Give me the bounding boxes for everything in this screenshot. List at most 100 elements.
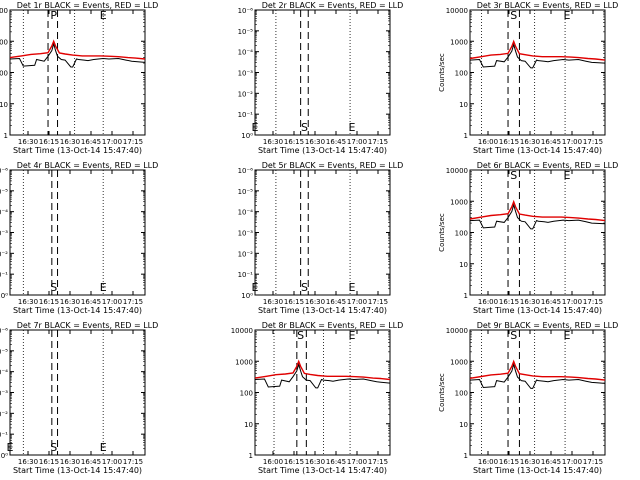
y-tick-label: 1 xyxy=(464,132,468,140)
x-tick-label: 16:30 xyxy=(520,298,540,306)
y-tick-label: 10⁻⁵ xyxy=(0,188,8,196)
x-tick-label: 16:00 xyxy=(478,458,498,466)
marker-label: E xyxy=(348,121,355,134)
x-tick-label: 16:15 xyxy=(39,138,59,146)
marker-label: S xyxy=(297,329,304,342)
y-tick-label: 100 xyxy=(240,390,253,398)
y-tick-label: 10⁰ xyxy=(0,292,8,300)
x-axis-label: Start Time (13-Oct-14 15:47:40) xyxy=(473,466,602,475)
marker-label: E xyxy=(100,281,107,294)
x-tick-label: 17:15 xyxy=(368,458,388,466)
x-tick-label: 16:30 xyxy=(305,138,325,146)
y-tick-label: 10⁻² xyxy=(0,250,8,258)
y-tick-label: 1000 xyxy=(450,358,468,366)
y-tick-label: 10⁰ xyxy=(241,292,253,300)
x-tick-label: 16:45 xyxy=(541,458,561,466)
x-tick-label: 17:00 xyxy=(102,298,122,306)
y-tick-label: 10000 xyxy=(446,327,468,335)
y-tick-label: 1 xyxy=(464,292,468,300)
x-tick-label: 16:15 xyxy=(499,138,519,146)
x-tick-label: 16:30 xyxy=(520,458,540,466)
panel-5: Det 5r BLACK = Events, RED = LLD 10⁰ 10⁻¹ 1… xyxy=(238,161,404,315)
y-tick-label: 10⁻⁴ xyxy=(238,209,254,217)
series-line-events xyxy=(254,362,391,389)
y-tick-label: 100 xyxy=(455,230,468,238)
y-tick-label: 100 xyxy=(0,70,8,78)
y-tick-label: 10⁻³ xyxy=(0,390,8,398)
x-tick-label: 17:15 xyxy=(583,458,603,466)
y-tick-label: 10⁰ xyxy=(0,452,8,460)
x-tick-label: 16:45 xyxy=(326,458,346,466)
y-tick-label: 10⁻³ xyxy=(238,70,254,78)
panel-3: Det 3r BLACK = Events, RED = LLD 1 10 100 10… xyxy=(438,1,618,155)
x-tick-label: 16:45 xyxy=(326,298,346,306)
series-line-lld xyxy=(9,39,146,60)
marker-label: E xyxy=(348,281,355,294)
x-axis-label: Start Time (13-Oct-14 15:47:40) xyxy=(258,466,387,475)
x-axis-label: Start Time (13-Oct-14 15:47:40) xyxy=(13,466,142,475)
x-tick-label: 16:15 xyxy=(284,298,304,306)
panel-title: Det 1r BLACK = Events, RED = LLD xyxy=(17,1,159,10)
panel-title: Det 6r BLACK = Events, RED = LLD xyxy=(477,161,619,170)
x-tick-label: 16:45 xyxy=(326,138,346,146)
marker-label: E xyxy=(100,9,107,22)
x-tick-label: 17:15 xyxy=(123,458,143,466)
x-tick-label: 16:45 xyxy=(541,298,561,306)
x-tick-label: 16:30 xyxy=(263,298,283,306)
y-tick-label: 10⁻⁴ xyxy=(238,49,254,57)
x-tick-label: 16:30 xyxy=(18,458,38,466)
marker-label: S xyxy=(301,121,308,134)
x-tick-label: 16:15 xyxy=(284,138,304,146)
x-tick-label: 16:15 xyxy=(499,298,519,306)
y-tick-label: 1 xyxy=(4,132,8,140)
y-tick-label: 10⁻⁵ xyxy=(0,348,8,356)
panel-title: Det 3r BLACK = Events, RED = LLD xyxy=(477,1,619,10)
x-tick-label: 17:00 xyxy=(102,458,122,466)
x-axis-label: Start Time (13-Oct-14 15:47:40) xyxy=(258,146,387,155)
x-tick-label: 16:30 xyxy=(60,458,80,466)
x-tick-label: 17:15 xyxy=(123,138,143,146)
y-tick-label: 10000 xyxy=(446,167,468,175)
x-tick-label: 17:15 xyxy=(583,298,603,306)
marker-label: P xyxy=(50,9,57,22)
x-tick-label: 16:30 xyxy=(18,298,38,306)
x-tick-label: 17:15 xyxy=(583,138,603,146)
x-axis-label: Start Time (13-Oct-14 15:47:40) xyxy=(258,306,387,315)
panel-6: Det 6r BLACK = Events, RED = LLD 1 10 100 10… xyxy=(438,161,618,315)
panel-title: Det 8r BLACK = Events, RED = LLD xyxy=(262,321,404,330)
marker-label: E xyxy=(252,281,259,294)
y-tick-label: 1 xyxy=(249,452,253,460)
x-tick-label: 16:30 xyxy=(520,138,540,146)
x-axis-label: Start Time (13-Oct-14 15:47:40) xyxy=(13,306,142,315)
panel-7: Det 7r BLACK = Events, RED = LLD 10⁰ 10⁻¹ 1… xyxy=(0,321,158,475)
panel-4: Det 4r BLACK = Events, RED = LLD 10⁰ 10⁻¹ 1… xyxy=(0,161,158,315)
y-tick-label: 100 xyxy=(455,70,468,78)
x-tick-label: 16:15 xyxy=(284,458,304,466)
y-tick-label: 10⁻² xyxy=(0,410,8,418)
x-tick-label: 17:15 xyxy=(368,138,388,146)
y-tick-label: 10⁻⁶ xyxy=(238,7,254,15)
x-tick-label: 17:00 xyxy=(562,458,582,466)
x-tick-label: 17:00 xyxy=(347,138,367,146)
series-line-events xyxy=(469,42,606,69)
series-line-events xyxy=(9,42,146,68)
marker-label: E xyxy=(563,169,570,182)
marker-label: E xyxy=(100,441,107,454)
x-tick-label: 16:45 xyxy=(541,138,561,146)
y-tick-label: 10⁻⁴ xyxy=(0,209,8,217)
y-tick-label: 10000 xyxy=(446,7,468,15)
marker-label: S xyxy=(510,329,517,342)
x-tick-label: 17:00 xyxy=(347,298,367,306)
x-axis-label: Start Time (13-Oct-14 15:47:40) xyxy=(473,146,602,155)
y-tick-label: 1000 xyxy=(450,198,468,206)
marker-label: S xyxy=(510,169,517,182)
series-line-lld xyxy=(254,359,391,381)
marker-label: S xyxy=(50,281,57,294)
y-tick-label: 10 xyxy=(459,421,468,429)
marker-label: E xyxy=(252,121,259,134)
x-tick-label: 16:30 xyxy=(263,138,283,146)
y-tick-label: 10⁻² xyxy=(238,250,254,258)
y-tick-label: 10⁻¹ xyxy=(238,111,254,119)
